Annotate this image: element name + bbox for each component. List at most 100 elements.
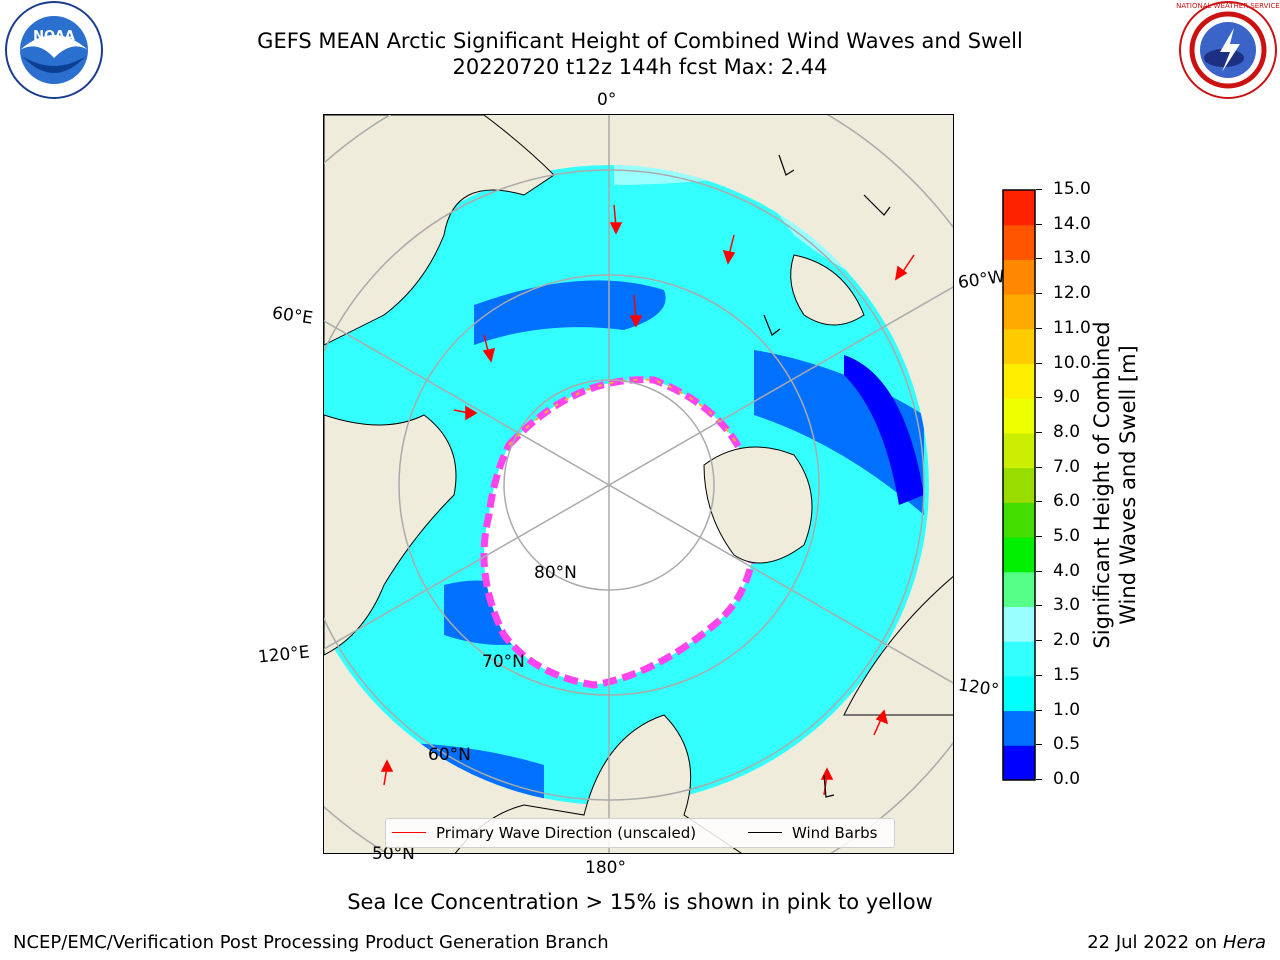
landmass-north-america	[843, 576, 953, 716]
colorbar-bin	[1003, 294, 1035, 330]
lon-label-0: 0°	[597, 90, 617, 110]
footer-date: 22 Jul 2022 on Hera	[1087, 932, 1266, 953]
legend-primary-wave-line	[392, 832, 426, 833]
lat-label-70n: 70°N	[482, 652, 525, 672]
colorbar-tick-mark	[1036, 293, 1042, 295]
colorbar-bin	[1003, 190, 1035, 226]
colorbar-tick-mark	[1036, 431, 1042, 433]
colorbar-tick-mark	[1036, 570, 1042, 572]
lon-label-60w: 60°W	[956, 266, 1007, 294]
landmass-greenland	[790, 254, 865, 326]
lat-label-50n: 50°N	[372, 844, 415, 864]
footer-host: Hera	[1222, 932, 1266, 953]
wind-barb	[763, 314, 781, 336]
colorbar-bin	[1003, 398, 1035, 434]
colorbar-tick-label: 8.0	[1053, 421, 1081, 442]
ice-edge	[480, 376, 760, 689]
wave-arrow	[894, 265, 908, 281]
footer-branch: NCEP/EMC/Verification Post Processing Pr…	[13, 932, 609, 953]
colorbar-tick-mark	[1036, 223, 1042, 225]
colorbar-tick-label: 5.0	[1053, 526, 1081, 547]
colorbar-bin	[1003, 363, 1035, 399]
colorbar-bin	[1003, 675, 1035, 712]
colorbar-bin	[1003, 432, 1035, 469]
wave-arrow	[629, 315, 643, 328]
landmass-europe	[324, 115, 555, 346]
colorbar-bin	[1003, 745, 1035, 781]
lon-label-60e: 60°E	[270, 303, 315, 329]
colorbar-bin	[1003, 537, 1035, 573]
colorbar-bin	[1003, 606, 1035, 642]
colorbar-label: Significant Height of Combined Wind Wave…	[1089, 321, 1141, 648]
colorbar-frame	[1002, 189, 1036, 781]
polar-map-svg	[324, 115, 953, 853]
legend-wind-barbs-label: Wind Barbs	[792, 824, 878, 842]
wave-arrow	[722, 250, 736, 265]
colorbar-tick-mark	[1036, 362, 1042, 364]
colorbar-tick-label: 0.5	[1053, 734, 1081, 755]
wave-arrow	[482, 348, 496, 363]
colorbar-bin	[1003, 259, 1035, 295]
colorbar-bin	[1003, 467, 1035, 503]
colorbar-bin	[1003, 224, 1035, 260]
colorbar-tick-label: 0.0	[1053, 769, 1081, 789]
noaa-logo: NOAA	[5, 1, 103, 99]
colorbar-tick-label: 1.5	[1053, 664, 1081, 685]
wind-barb	[823, 774, 835, 798]
noaa-logo-text: NOAA	[33, 29, 75, 44]
colorbar-tick-mark	[1036, 189, 1042, 190]
nws-logo-text: NATIONAL WEATHER SERVICE	[1176, 2, 1280, 10]
colorbar-tick-label: 4.0	[1053, 560, 1081, 581]
wind-barbs	[763, 154, 891, 798]
lon-label-120w: 120°	[956, 675, 1001, 701]
footer-date-text: 22 Jul 2022 on	[1087, 932, 1218, 953]
map-legend: Primary Wave Direction (unscaled) Wind B…	[385, 818, 895, 848]
colorbar-tick-mark	[1036, 605, 1042, 607]
lon-label-120e: 120°E	[257, 642, 311, 668]
colorbar-tick-mark	[1036, 709, 1042, 711]
landmass-siberia	[324, 414, 457, 656]
colorbar-bin	[1003, 328, 1035, 365]
colorbar-tick-label: 2.0	[1053, 630, 1081, 651]
colorbar-bin	[1003, 571, 1035, 607]
nws-logo: NATIONAL WEATHER SERVICE	[1176, 1, 1280, 99]
polar-map	[323, 114, 954, 854]
colorbar-label-line2: Wind Waves and Swell [m]	[1116, 345, 1140, 625]
colorbar-tick-mark	[1036, 779, 1042, 780]
colorbar-tick-label: 11.0	[1053, 317, 1091, 338]
colorbar-tick-label: 14.0	[1053, 213, 1091, 234]
colorbar-tick-label: 1.0	[1053, 699, 1081, 720]
lat-label-60n: 60°N	[428, 745, 471, 765]
colorbar	[1002, 189, 1036, 781]
colorbar-tick-label: 6.0	[1053, 491, 1081, 512]
colorbar-tick-mark	[1036, 258, 1042, 260]
colorbar-tick-label: 10.0	[1053, 352, 1091, 373]
wind-barb	[778, 154, 795, 176]
colorbar-tick-label: 7.0	[1053, 456, 1081, 477]
colorbar-tick-mark	[1036, 501, 1042, 503]
colorbar-tick-label: 12.0	[1053, 283, 1091, 304]
colorbar-tick-label: 15.0	[1053, 179, 1091, 199]
legend-primary-wave-label: Primary Wave Direction (unscaled)	[436, 824, 697, 842]
legend-wind-barbs-line	[748, 832, 782, 833]
lat-label-80n: 80°N	[534, 563, 577, 583]
wave-arrows	[380, 204, 915, 796]
colorbar-tick-label: 3.0	[1053, 595, 1081, 616]
colorbar-bin	[1003, 710, 1035, 746]
colorbar-tick-mark	[1036, 744, 1042, 746]
landmass-archipelago	[703, 446, 813, 564]
map-subtitle: 20220720 t12z 144h fcst Max: 2.44	[452, 55, 828, 79]
colorbar-tick-mark	[1036, 536, 1042, 538]
wave-arrow	[609, 222, 623, 235]
wave-arrow	[380, 759, 394, 772]
sea-ice	[484, 379, 756, 685]
colorbar-tick-mark	[1036, 640, 1042, 642]
graticule	[324, 115, 953, 853]
wave-band-low	[474, 280, 666, 345]
colorbar-bin	[1003, 502, 1035, 538]
colorbar-tick-mark	[1036, 397, 1042, 399]
colorbar-tick-label: 13.0	[1053, 248, 1091, 269]
sea-ice-note: Sea Ice Concentration > 15% is shown in …	[347, 890, 933, 914]
wave-arrow	[465, 405, 478, 421]
colorbar-tick-mark	[1036, 674, 1042, 676]
